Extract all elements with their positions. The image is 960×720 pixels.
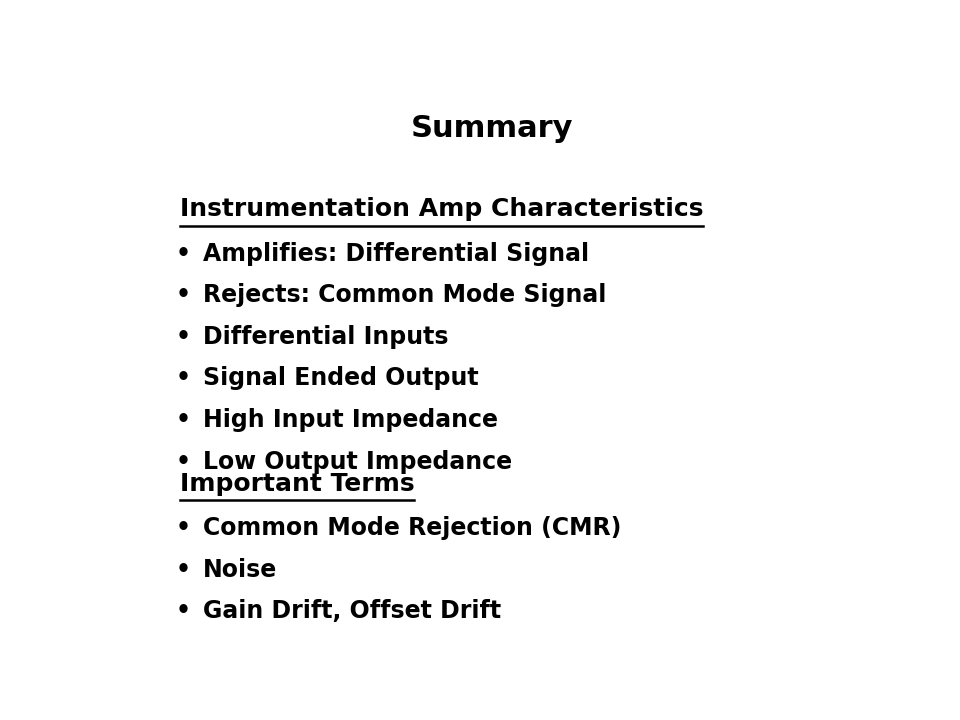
Text: •: •: [176, 516, 191, 540]
Text: Low Output Impedance: Low Output Impedance: [204, 449, 513, 474]
Text: •: •: [176, 366, 191, 390]
Text: Summary: Summary: [411, 114, 573, 143]
Text: Gain Drift, Offset Drift: Gain Drift, Offset Drift: [204, 599, 501, 624]
Text: •: •: [176, 325, 191, 348]
Text: Signal Ended Output: Signal Ended Output: [204, 366, 479, 390]
Text: Instrumentation Amp Characteristics: Instrumentation Amp Characteristics: [180, 197, 703, 221]
Text: •: •: [176, 449, 191, 474]
Text: Amplifies: Differential Signal: Amplifies: Differential Signal: [204, 242, 589, 266]
Text: Common Mode Rejection (CMR): Common Mode Rejection (CMR): [204, 516, 622, 540]
Text: •: •: [176, 283, 191, 307]
Text: High Input Impedance: High Input Impedance: [204, 408, 498, 432]
Text: •: •: [176, 557, 191, 582]
Text: Noise: Noise: [204, 557, 277, 582]
Text: •: •: [176, 242, 191, 266]
Text: •: •: [176, 408, 191, 432]
Text: •: •: [176, 599, 191, 624]
Text: Rejects: Common Mode Signal: Rejects: Common Mode Signal: [204, 283, 607, 307]
Text: Important Terms: Important Terms: [180, 472, 414, 495]
Text: Differential Inputs: Differential Inputs: [204, 325, 449, 348]
